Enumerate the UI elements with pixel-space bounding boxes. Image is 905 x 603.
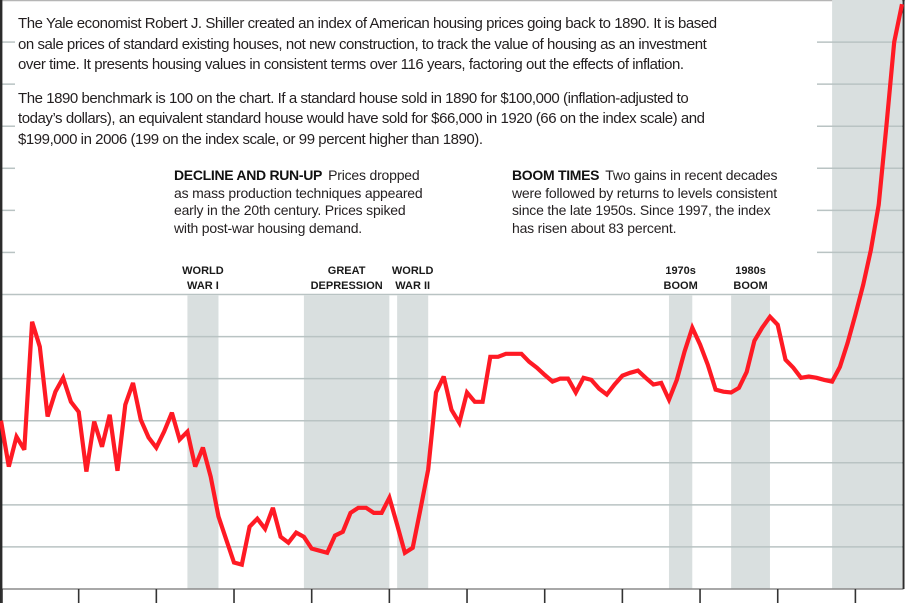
band-label: GREAT DEPRESSION (311, 264, 383, 294)
shaded-band-1970s-boom (668, 295, 693, 589)
annotation-line: DECLINE AND RUN-UP Prices dropped (174, 167, 422, 185)
shaded-band-great-depression (303, 295, 390, 589)
intro-line: today’s dollars), an equivalent standard… (18, 110, 705, 127)
band-label-line: WORLD (391, 265, 434, 277)
intro-line: on sale prices of standard existing hous… (18, 35, 707, 53)
band-label-line: 1980s (735, 265, 766, 277)
annotation-line: since the late 1950s. Since 1997, the in… (512, 202, 771, 219)
annotation-line: with post-war housing demand. (174, 220, 362, 237)
intro-line: $199,000 in 2006 (199 on the index scale… (18, 130, 483, 148)
annotation-line: early in the 20th century. Prices spiked (174, 202, 406, 219)
band-label-line: WAR I (187, 280, 219, 292)
band-label-line: BOOM (663, 280, 698, 292)
annotation-text: Prices dropped (328, 167, 420, 183)
annotation-line: has risen about 83 percent. (512, 220, 677, 237)
band-label: WORLD WAR I (182, 264, 224, 294)
band-label-line: GREAT (327, 265, 366, 277)
intro-line: The Yale economist Robert J. Shiller cre… (18, 15, 717, 32)
band-label-line: WORLD (182, 265, 224, 277)
series-line (0, 3, 905, 568)
band-label: 1970s BOOM (664, 264, 698, 294)
annotation-boom-times: BOOM TIMES Two gains in recent decades we… (512, 167, 777, 238)
band-label-line: DEPRESSION (310, 280, 383, 292)
band-label: WORLD WAR II (392, 264, 434, 294)
annotation-line: BOOM TIMES Two gains in recent decades (512, 167, 777, 185)
band-label: 1980s BOOM (733, 264, 767, 294)
band-label-line: WAR II (395, 280, 431, 292)
intro-paragraph-1: The Yale economist Robert J. Shiller cre… (18, 14, 717, 76)
shaded-band-1980s-boom (731, 295, 770, 589)
annotation-line: as mass production techniques appeared (174, 184, 423, 201)
band-label-line: 1970s (665, 265, 696, 277)
annotation-text: Two gains in recent decades (605, 167, 778, 183)
annotation-line: were followed by returns to levels consi… (512, 184, 777, 201)
intro-line: over time. It presents housing values in… (18, 56, 684, 73)
band-label-line: BOOM (733, 280, 768, 292)
intro-line: The 1890 benchmark is 100 on the chart. … (18, 89, 689, 107)
intro-paragraph-2: The 1890 benchmark is 100 on the chart. … (18, 89, 705, 151)
annotation-title: BOOM TIMES (512, 167, 600, 183)
shaded-band-world-war-i (187, 295, 219, 589)
annotation-decline-and-run-up: DECLINE AND RUN-UP Prices dropped as mass… (174, 167, 423, 238)
annotation-title: DECLINE AND RUN-UP (174, 167, 323, 183)
